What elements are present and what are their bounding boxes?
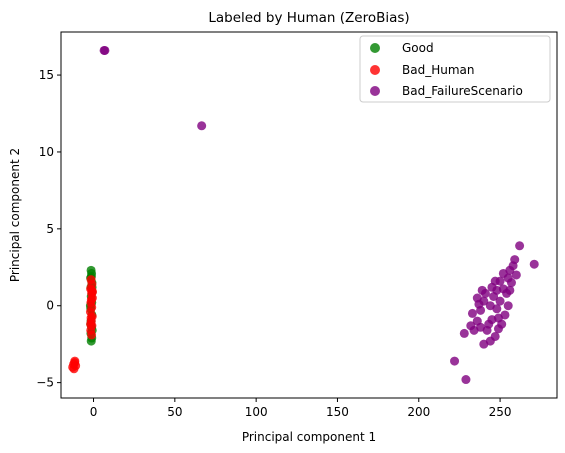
plot-frame bbox=[60, 31, 558, 399]
x-axis-label: Principal component 1 bbox=[242, 430, 376, 444]
legend-label-bad-human: Bad_Human bbox=[402, 63, 474, 77]
x-tick-label-4: 200 bbox=[407, 405, 430, 419]
points-layer bbox=[68, 45, 539, 385]
y-tick-label-4: 15 bbox=[39, 68, 54, 82]
y-tick-label-3: 10 bbox=[39, 145, 54, 159]
point-series-2-3 bbox=[459, 328, 469, 338]
point-series-2-47 bbox=[474, 299, 484, 309]
legend-label-good: Good bbox=[402, 41, 434, 55]
y-tick-label-1: 0 bbox=[46, 299, 54, 313]
point-series-2-23 bbox=[506, 278, 516, 288]
point-series-2-36 bbox=[461, 375, 471, 385]
point-series-2-39 bbox=[493, 313, 503, 323]
point-series-1-16 bbox=[87, 285, 97, 295]
legend-label-bad-failure: Bad_FailureScenario bbox=[402, 84, 523, 98]
point-series-2-27 bbox=[485, 336, 495, 346]
x-tick-label-2: 100 bbox=[245, 405, 268, 419]
point-series-2-43 bbox=[476, 322, 486, 332]
point-series-1-12 bbox=[87, 330, 97, 340]
point-series-2-14 bbox=[492, 304, 502, 314]
point-series-2-16 bbox=[495, 296, 505, 306]
legend: Good Bad_Human Bad_FailureScenario bbox=[359, 35, 551, 103]
y-axis: −5 0 5 10 15 bbox=[36, 68, 61, 390]
point-series-2-35 bbox=[450, 356, 460, 366]
x-tick-label-3: 150 bbox=[326, 405, 349, 419]
legend-box bbox=[359, 35, 551, 103]
point-series-2-33 bbox=[515, 241, 525, 251]
x-tick-label-1: 50 bbox=[167, 405, 182, 419]
point-series-2-46 bbox=[493, 324, 503, 334]
legend-marker-bad-human bbox=[370, 65, 380, 75]
point-series-2-44 bbox=[505, 285, 515, 295]
point-series-2-32 bbox=[503, 301, 513, 311]
x-axis: 0 50 100 150 200 250 bbox=[90, 398, 512, 419]
point-series-1-14 bbox=[86, 295, 96, 305]
point-series-2-42 bbox=[487, 282, 497, 292]
point-series-2-2 bbox=[197, 121, 207, 131]
point-series-2-45 bbox=[511, 270, 521, 280]
point-series-2-6 bbox=[467, 308, 477, 318]
point-series-2-34 bbox=[529, 259, 539, 269]
point-series-1-23 bbox=[69, 364, 79, 374]
point-series-2-40 bbox=[498, 268, 508, 278]
point-series-1-17 bbox=[86, 319, 96, 329]
point-series-2-30 bbox=[477, 285, 487, 295]
legend-marker-good bbox=[370, 43, 380, 53]
y-tick-label-0: −5 bbox=[36, 376, 54, 390]
y-tick-label-2: 5 bbox=[46, 222, 54, 236]
chart-title: Labeled by Human (ZeroBias) bbox=[208, 10, 409, 26]
point-series-2-24 bbox=[510, 255, 520, 265]
x-tick-label-5: 250 bbox=[489, 405, 512, 419]
x-tick-label-0: 0 bbox=[90, 405, 98, 419]
point-series-2-38 bbox=[484, 319, 494, 329]
legend-marker-bad-failure bbox=[370, 86, 380, 96]
y-axis-label: Principal component 2 bbox=[8, 148, 22, 282]
point-series-2-1 bbox=[100, 45, 110, 55]
